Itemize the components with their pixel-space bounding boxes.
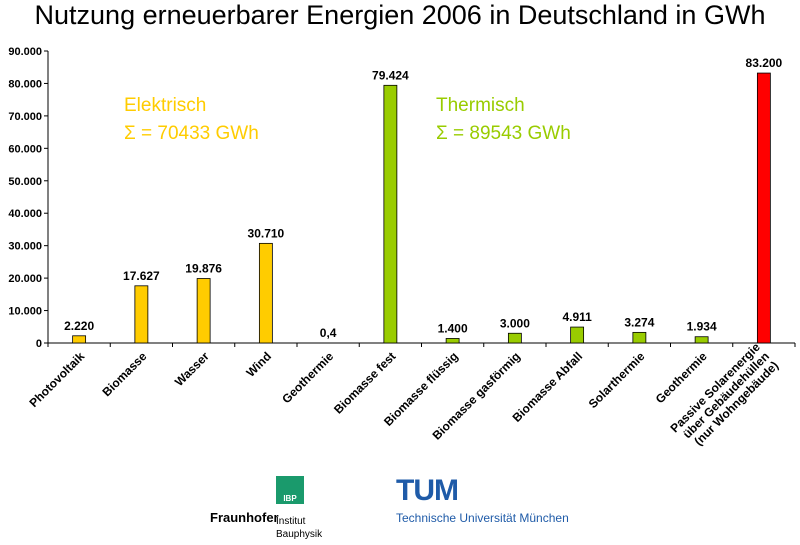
value-label: 4.911: [562, 310, 592, 324]
y-tick-label: 10.000: [8, 306, 42, 318]
bar: [445, 338, 460, 344]
value-label: 2.220: [64, 319, 94, 333]
fraunhofer-name: Fraunhofer: [210, 510, 279, 525]
y-tick-label: 70.000: [8, 111, 42, 123]
annotation-title: Elektrisch: [124, 95, 206, 116]
category-label: Wasser: [172, 349, 212, 389]
category-label: Photovoltaik: [26, 349, 87, 410]
fraunhofer-ibp-logo: IBP: [276, 476, 304, 504]
chart-axes: [47, 51, 796, 347]
y-tick-label: 50.000: [8, 176, 42, 188]
value-label: 1.400: [438, 321, 468, 335]
bar: [258, 242, 273, 344]
bar: [196, 278, 211, 344]
y-tick-label: 30.000: [8, 241, 42, 253]
category-label: Wind: [243, 349, 274, 380]
value-label: 30.710: [248, 226, 285, 240]
category-label: Geothermie: [279, 349, 336, 406]
value-label: 83.200: [746, 56, 783, 70]
value-label: 3.000: [500, 316, 530, 330]
bar: [632, 331, 647, 344]
category-labels: Photovoltaik Biomasse Wasser Wind Geothermie…: [26, 340, 781, 448]
annotation-sum: Σ = 89543 GWh: [436, 123, 571, 144]
tum-logo: TUM: [396, 474, 459, 507]
y-tick-label: 40.000: [8, 208, 42, 220]
y-tick-label: 80.000: [8, 78, 42, 90]
value-label: 3.274: [624, 315, 654, 329]
value-label: 17.627: [123, 269, 160, 283]
bar: [570, 326, 585, 344]
fraunhofer-bauphysik: Bauphysik: [276, 529, 323, 540]
category-label: Biomasse fest: [331, 349, 398, 416]
y-tick-label: 0: [36, 338, 42, 350]
category-label: Solarthermie: [586, 349, 648, 411]
bars: [72, 72, 771, 344]
bar: [72, 335, 87, 344]
bar: [694, 336, 709, 344]
value-label: 1.934: [687, 320, 717, 334]
annotation-sum: Σ = 70433 GWh: [124, 123, 259, 144]
bar: [134, 285, 149, 344]
category-label: Biomasse: [100, 349, 150, 399]
bar: [507, 332, 522, 344]
annotations: Elektrisch Σ = 70433 GWh Thermisch Σ = 8954…: [124, 95, 571, 144]
tum-name: Technische Universität München: [396, 511, 569, 525]
y-tick-label: 60.000: [8, 143, 42, 155]
value-label: 79.424: [372, 68, 409, 82]
value-label: 0,4: [320, 326, 337, 340]
bar: [756, 72, 771, 344]
bar: [383, 84, 398, 344]
y-axis-ticks: 0 10.000 20.000 30.000 40.000 50.000 60.000 70.…: [8, 46, 48, 350]
y-tick-label: 20.000: [8, 273, 42, 285]
fraunhofer-institut: Institut: [276, 516, 306, 527]
fraunhofer-box-text: IBP: [283, 494, 297, 503]
annotation-title: Thermisch: [436, 95, 525, 116]
value-label: 19.876: [185, 262, 222, 276]
y-tick-label: 90.000: [8, 46, 42, 58]
value-labels: 2.220 17.627 19.876 30.710 0,4 79.424 1.400 3.0…: [64, 56, 782, 340]
chart-title: Nutzung erneuerbarer Energien 2006 in De…: [34, 0, 766, 30]
